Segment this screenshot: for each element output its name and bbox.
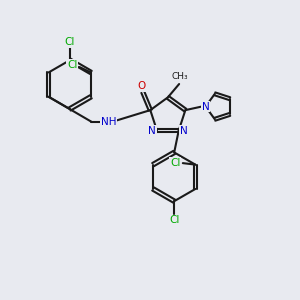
Text: Cl: Cl — [67, 60, 78, 70]
Text: CH₃: CH₃ — [171, 72, 188, 81]
Text: O: O — [137, 81, 146, 91]
Text: Cl: Cl — [170, 158, 180, 168]
Text: NH: NH — [100, 117, 116, 128]
Text: Cl: Cl — [64, 37, 75, 47]
Text: N: N — [148, 126, 156, 136]
Text: Cl: Cl — [169, 215, 179, 226]
Text: N: N — [202, 102, 209, 112]
Text: N: N — [179, 126, 187, 136]
